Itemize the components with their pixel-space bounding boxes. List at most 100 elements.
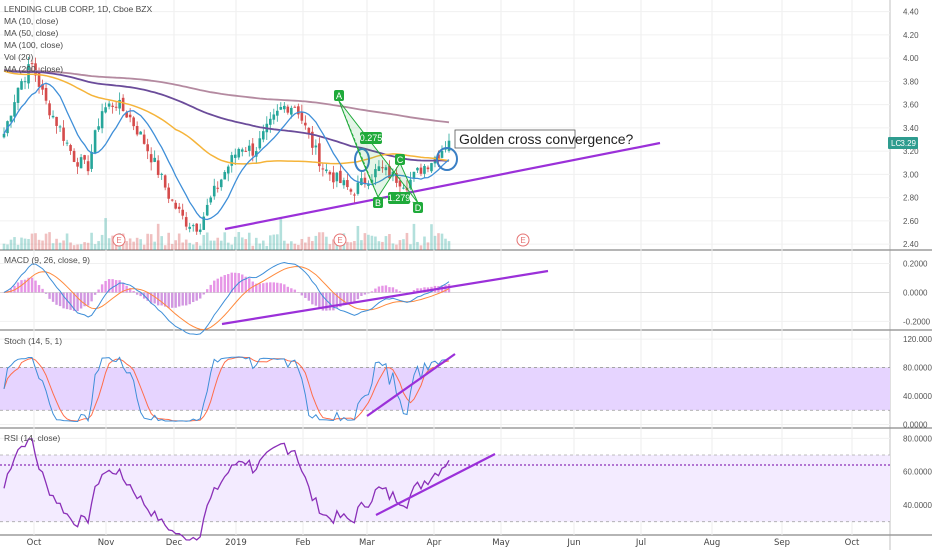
macd-hist-47 <box>167 292 170 308</box>
candle-body-41 <box>146 144 149 152</box>
ytick-main-10: 2.40 <box>903 240 919 249</box>
volume-bar-12 <box>44 233 48 250</box>
volume-bar-50 <box>177 233 181 250</box>
macd-hist-25 <box>90 292 93 302</box>
macd-hist-45 <box>160 292 163 306</box>
macd-line <box>3 261 450 336</box>
macd-hist-20 <box>72 292 76 311</box>
macd-hist-103 <box>363 292 367 295</box>
candle-body-93 <box>328 171 332 175</box>
month-label-6: Apr <box>427 538 442 548</box>
volume-bar-29 <box>104 218 107 250</box>
macd-hist-72 <box>255 283 258 293</box>
earnings-markers: E E E <box>112 233 530 247</box>
volume-bar-125 <box>440 233 444 250</box>
ytick-macd-1: 0.0000 <box>903 288 928 297</box>
macd-hist-55 <box>195 292 198 301</box>
candle-body-91 <box>321 168 325 170</box>
volume-bar-37 <box>132 241 135 250</box>
macd-hist-90 <box>318 292 321 310</box>
ytick-macd-0: 0.2000 <box>903 260 928 269</box>
rsi-line <box>3 438 450 541</box>
volume-bar-45 <box>160 236 163 250</box>
ytick-rsi-0: 80.0000 <box>903 434 932 443</box>
candle-body-27 <box>97 126 100 130</box>
pattern-label-d: D <box>415 203 422 213</box>
candle-body-60 <box>212 185 216 197</box>
month-label-8: Jun <box>566 538 580 548</box>
macd-hist-37 <box>132 291 135 293</box>
candle-body-95 <box>335 172 339 182</box>
moving-averages <box>3 69 450 221</box>
earnings-marker-2 <box>333 233 347 247</box>
candle-body-56 <box>198 229 202 232</box>
macd-hist-107 <box>377 286 381 293</box>
macd-hist-52 <box>185 292 188 306</box>
candle-body-17 <box>62 127 65 141</box>
month-label-10: Aug <box>704 538 721 548</box>
volume-bar-120 <box>423 236 426 250</box>
macd-hist-85 <box>300 292 304 296</box>
volume-bar-122 <box>430 224 433 250</box>
harmonic-pattern-shape <box>338 100 419 204</box>
volume-bar-15 <box>55 238 58 250</box>
candle-body-36 <box>128 114 132 118</box>
volume-bar-51 <box>181 242 185 250</box>
volume-bar-81 <box>286 243 290 250</box>
candle-body-14 <box>51 115 55 118</box>
volume-bar-119 <box>419 245 423 250</box>
macd-hist-28 <box>100 284 104 293</box>
macd-hist-102 <box>360 292 363 296</box>
candle-body-120 <box>423 165 426 174</box>
candle-body-67 <box>237 148 241 158</box>
volume-bar-46 <box>163 245 167 250</box>
volume-bar-60 <box>212 240 216 250</box>
candle-body-118 <box>416 167 419 171</box>
legend-ma200: MA (200, close) <box>4 64 63 74</box>
volume-bar-98 <box>346 241 349 250</box>
volume-bar-105 <box>370 235 374 250</box>
legend-ma10: MA (10, close) <box>4 16 58 26</box>
ytick-main-4: 3.60 <box>903 101 919 110</box>
candle-body-32 <box>114 106 118 108</box>
volume-bar-59 <box>209 240 213 250</box>
macd-hist-111 <box>391 287 395 293</box>
ytick-rsi-1: 60.0000 <box>903 468 932 477</box>
volume-bar-13 <box>48 232 51 250</box>
month-label-4: Feb <box>295 538 310 548</box>
candle-body-88 <box>311 131 314 148</box>
macd-hist-60 <box>213 280 216 293</box>
month-label-7: May <box>492 538 510 548</box>
volume-bar-103 <box>363 233 367 250</box>
volume-bar-43 <box>153 241 156 250</box>
volume-bar-104 <box>367 234 370 250</box>
volume-bar-102 <box>360 240 363 250</box>
macd-hist-68 <box>241 274 244 293</box>
volume-bar-24 <box>86 242 90 250</box>
macd-hist-58 <box>206 289 209 293</box>
macd-hist-61 <box>216 278 219 293</box>
macd-hist-97 <box>342 292 346 305</box>
macd-hist-98 <box>346 292 349 304</box>
macd-hist-56 <box>199 292 202 299</box>
macd-hist-39 <box>139 292 142 297</box>
candle-body-97 <box>342 180 346 186</box>
candle-body-102 <box>360 178 363 185</box>
macd-hist-12 <box>44 292 48 294</box>
volume-bar-11 <box>41 240 44 250</box>
month-label-0: Oct <box>27 538 42 548</box>
volume-bar-62 <box>219 240 223 250</box>
macd-signal-line <box>3 265 450 331</box>
candle-body-84 <box>297 106 300 115</box>
macd-hist-127 <box>447 284 451 293</box>
candle-body-6 <box>23 81 27 83</box>
candle-body-113 <box>398 180 402 187</box>
macd-hist-87 <box>307 292 311 301</box>
macd-hist-117 <box>412 290 416 293</box>
ytick-macd-2: -0.2000 <box>903 317 931 326</box>
volume-bar-31 <box>111 235 114 250</box>
macd-hist-83 <box>293 289 297 293</box>
macd-hist-46 <box>163 292 167 307</box>
candle-body-100 <box>353 194 356 196</box>
